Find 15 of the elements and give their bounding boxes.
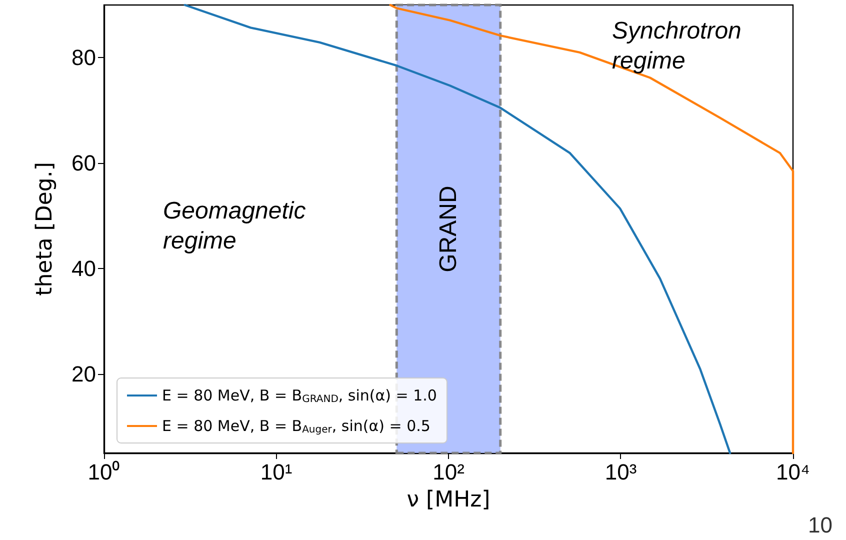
- x-tick-label: 10⁴: [776, 460, 810, 484]
- x-tick-label: 10³: [604, 460, 637, 484]
- band-label: GRAND: [435, 186, 462, 272]
- annotation: Geomagnetic regime: [163, 198, 306, 254]
- y-tick-label: 20: [72, 361, 96, 386]
- text: 10: [808, 512, 832, 538]
- annotation: Synchrotron regime: [612, 18, 742, 74]
- y-axis-title: theta [Deg.]: [32, 162, 58, 296]
- x-axis-title: ν [MHz]: [406, 488, 490, 512]
- y-tick-label: 80: [72, 45, 96, 70]
- x-tick-label: 10⁰: [88, 460, 120, 484]
- y-tick-label: 40: [72, 256, 96, 282]
- x-tick-label: 10¹: [260, 460, 292, 484]
- x-tick-label: 10²: [432, 460, 464, 484]
- y-tick-label: 60: [72, 150, 96, 176]
